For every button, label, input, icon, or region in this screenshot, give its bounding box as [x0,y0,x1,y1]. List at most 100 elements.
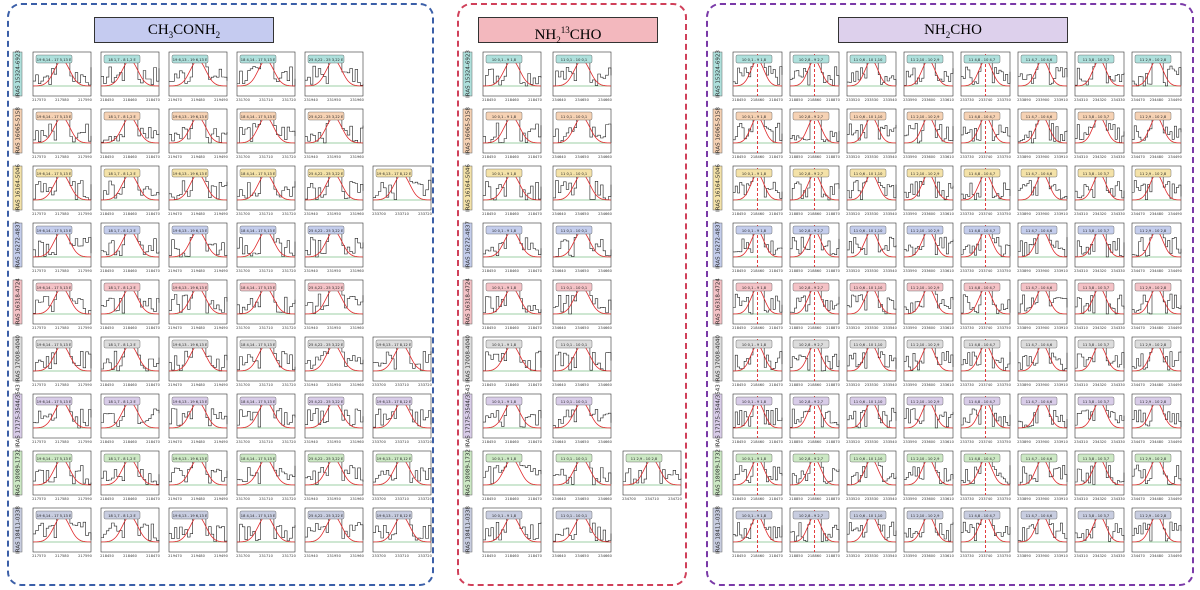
x-tick-label: 218470 [528,440,542,444]
x-tick-label: 234660 [598,440,612,444]
x-tick-label: 234320 [1093,98,1107,102]
x-tick-label: 233720 [418,440,432,444]
x-tick-label: 234310 [1074,497,1088,501]
x-tick-label: 218470 [146,497,160,501]
transition-label: 11 0,6 - 10 1,10 [854,286,883,290]
transition-label-box [307,339,345,349]
x-tick-label: 219480 [191,326,205,330]
x-tick-label: 231950 [327,269,341,273]
transition-label: 25 4,22 - 25 3,22 E [309,286,344,290]
source-label: IRAS 16272-4837 [466,221,472,269]
transition-label: 11 4,7 - 10 4,6 [1026,172,1053,176]
transition-label: 10 2,8 - 9 2,7 [799,343,823,347]
transition-label-box [1077,111,1115,121]
transition-label: 18 4,14 - 17 5,13 E [241,343,276,347]
x-tick-label: 218450 [100,269,114,273]
transition-label-box [1020,168,1058,178]
transition-label-box [103,168,141,178]
source-label-box [462,279,473,325]
transition-label: 19 6,14 - 17 5,13 E [37,115,72,119]
x-tick-label: 219490 [214,326,228,330]
x-tick-label: 234490 [1168,269,1182,273]
x-tick-label: 231700 [236,98,250,102]
x-tick-label: 233910 [1054,326,1068,330]
transition-label-box [1077,510,1115,520]
transition-label: 11 2,9 - 10 2,8 [1140,343,1167,347]
x-tick-label: 233610 [940,440,954,444]
x-tick-label: 218470 [769,98,783,102]
transition-label-box [849,510,887,520]
x-tick-label: 218850 [789,383,803,387]
x-tick-label: 234310 [1074,440,1088,444]
x-tick-label: 234470 [1131,269,1145,273]
x-tick-label: 219470 [168,155,182,159]
x-tick-label: 233910 [1054,269,1068,273]
x-tick-label: 218450 [482,383,496,387]
transition-label: 10 0,1 - 9 1,8 [742,286,767,290]
transition-label: 18 4,14 - 17 5,13 E [241,172,276,176]
x-tick-label: 218460 [505,98,519,102]
transition-label-box [735,510,773,520]
transition-label-box [375,453,413,463]
x-tick-label: 231960 [350,155,364,159]
transition-label-box [239,225,277,235]
source-label-box [12,507,23,553]
transition-label-box [1077,168,1115,178]
transition-label-box [1134,453,1172,463]
transition-label: 18 1,7 - 8 1,2 E [108,58,136,62]
title-part: NH [924,22,946,38]
x-tick-label: 233590 [903,554,917,558]
x-tick-label: 219490 [214,554,228,558]
transition-label-box [906,111,944,121]
transition-label: 19 6,13 - 19 6,13 E [173,115,208,119]
x-tick-label: 234640 [552,212,566,216]
x-tick-label: 233730 [960,98,974,102]
transition-label: 11 0,1 - 10 0,1 [561,514,587,518]
transition-label-box [307,510,345,520]
x-tick-label: 231720 [282,326,296,330]
transition-label-box [849,111,887,121]
x-tick-label: 231710 [259,440,273,444]
x-tick-label: 218850 [789,212,803,216]
transition-label-box [963,396,1001,406]
x-tick-label: 233740 [979,98,993,102]
x-tick-label: 234320 [1093,497,1107,501]
transition-label-box [485,339,523,349]
x-tick-label: 218850 [789,326,803,330]
transition-label: 18 4,14 - 17 5,13 E [241,229,276,233]
x-tick-label: 231720 [282,497,296,501]
x-tick-label: 217590 [78,554,92,558]
x-tick-label: 234480 [1150,497,1164,501]
transition-label-box [485,54,523,64]
transition-label: 11 0,6 - 10 1,10 [854,229,883,233]
source-label-box [12,51,23,97]
x-tick-label: 234650 [575,326,589,330]
transition-label: 25 4,22 - 25 3,22 E [309,172,344,176]
transition-label: 11 0,6 - 10 1,10 [854,514,883,518]
x-tick-label: 231700 [236,326,250,330]
transition-label-box [906,396,944,406]
x-tick-label: 233530 [865,326,879,330]
x-tick-label: 218460 [505,155,519,159]
transition-label: 11 0,1 - 10 0,1 [561,286,587,290]
x-tick-label: 231700 [236,155,250,159]
x-tick-label: 234660 [598,554,612,558]
x-tick-label: 217580 [55,497,69,501]
transition-label: 11 3,8 - 10 3,7 [1083,514,1109,518]
transition-label-box [963,282,1001,292]
transition-label: 11 3,8 - 10 3,7 [1083,400,1109,404]
x-tick-label: 231950 [327,383,341,387]
panel-title-nh2cho: NH2CHO [838,17,1068,43]
transition-label: 18 1,7 - 8 1,2 E [108,514,136,518]
source-label-box [12,222,23,268]
x-tick-label: 219490 [214,98,228,102]
x-tick-label: 231950 [327,98,341,102]
x-tick-label: 234650 [575,155,589,159]
x-tick-label: 233750 [997,98,1011,102]
x-tick-label: 218450 [482,98,496,102]
x-tick-label: 219470 [168,554,182,558]
transition-label: 11 3,8 - 10 3,7 [1083,229,1109,233]
x-tick-label: 231710 [259,554,273,558]
x-tick-label: 218460 [751,155,765,159]
